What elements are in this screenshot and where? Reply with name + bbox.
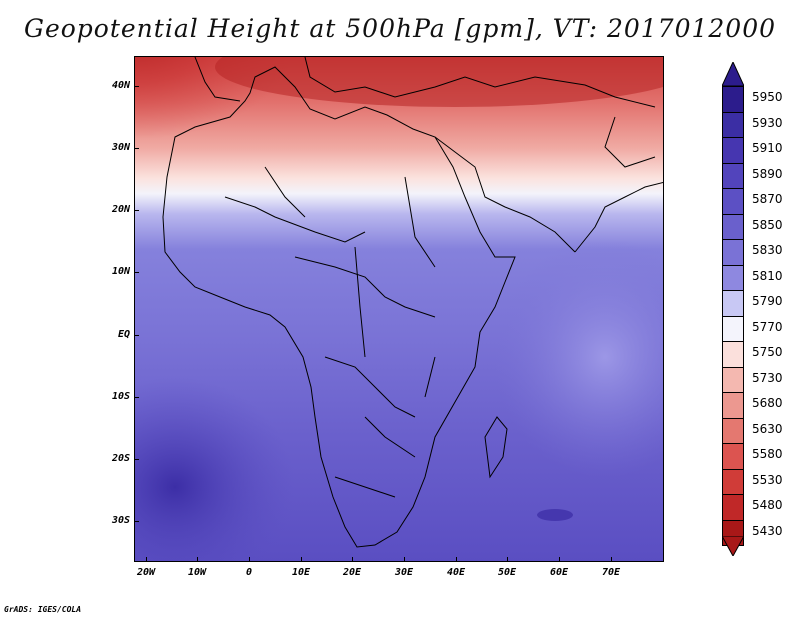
lon-tick <box>352 557 353 562</box>
colorbar-label: 5730 <box>752 370 783 385</box>
colorbar-top-arrow <box>722 62 744 86</box>
colorbar-label: 5790 <box>752 294 783 308</box>
lon-label-40e: 40E <box>446 567 466 578</box>
colorbar-swatch <box>722 341 744 368</box>
colorbar-swatch <box>722 315 744 342</box>
colorbar-label: 5750 <box>752 345 783 359</box>
lon-label-30e: 30E <box>394 567 414 578</box>
colorbar-swatch <box>722 366 744 393</box>
colorbar-label: 5910 <box>752 141 783 155</box>
lat-label-40n: 40N <box>111 80 130 91</box>
colorbar-swatch <box>722 213 744 240</box>
colorbar-label: 5430 <box>752 523 783 538</box>
lon-label-50e: 50E <box>497 567 517 578</box>
lon-tick <box>559 557 560 562</box>
colorbar-label: 5930 <box>752 115 783 130</box>
lat-tick <box>134 148 139 149</box>
colorbar-label: 5770 <box>752 319 783 334</box>
lat-label-eq: EQ <box>117 329 130 340</box>
lon-label-20e: 20E <box>342 567 362 578</box>
colorbar-label: 5630 <box>752 421 783 436</box>
colorbar-swatch <box>722 162 744 189</box>
lat-tick <box>134 210 139 211</box>
lon-label-60e: 60E <box>549 567 569 578</box>
map-field <box>135 57 663 561</box>
colorbar-label: 5850 <box>752 217 783 232</box>
colorbar-swatch <box>722 290 744 317</box>
lat-tick <box>134 397 139 398</box>
lat-tick <box>134 86 139 87</box>
lat-tick <box>134 272 139 273</box>
map-panel <box>134 56 664 562</box>
colorbar-swatch <box>722 443 744 470</box>
colorbar-swatch <box>722 111 744 138</box>
lon-tick <box>456 557 457 562</box>
colorbar-label: 5810 <box>752 268 783 283</box>
colorbar-label: 5480 <box>752 498 783 512</box>
lon-tick <box>197 557 198 562</box>
map-title: Geopotential Height at 500hPa [gpm], VT:… <box>23 14 777 43</box>
colorbar-swatch <box>722 417 744 444</box>
lon-label-10e: 10E <box>291 567 311 578</box>
colorbar-label: 5580 <box>752 447 783 461</box>
lat-tick <box>134 521 139 522</box>
colorbar-swatch <box>722 468 744 495</box>
lat-label-10s: 10S <box>111 391 130 402</box>
lat-label-10n: 10N <box>111 266 130 277</box>
lon-tick <box>611 557 612 562</box>
colorbar-swatch <box>722 86 744 113</box>
colorbar-swatch <box>722 188 744 215</box>
colorbar-label: 5530 <box>752 472 783 487</box>
lat-label-30n: 30N <box>111 142 130 153</box>
credit-text: GrADS: IGES/COLA <box>4 605 82 614</box>
colorbar-swatch <box>722 239 744 266</box>
colorbar-swatch <box>722 137 744 164</box>
colorbar-label: 5890 <box>752 166 783 181</box>
lon-label-20w: 20W <box>136 567 156 578</box>
colorbar-label: 5680 <box>752 396 783 410</box>
lat-label-20n: 20N <box>111 204 130 215</box>
colorbar-label: 5870 <box>752 192 783 206</box>
lon-tick <box>507 557 508 562</box>
lon-label-10w: 10W <box>187 567 207 578</box>
lat-label-30s: 30S <box>111 515 130 526</box>
lon-tick <box>146 557 147 562</box>
lon-tick <box>404 557 405 562</box>
colorbar-swatch <box>722 392 744 419</box>
lon-tick <box>249 557 250 562</box>
lat-label-20s: 20S <box>111 453 130 464</box>
lon-label-0: 0 <box>245 567 253 578</box>
colorbar-label: 5950 <box>752 90 783 104</box>
colorbar-bottom-arrow <box>722 536 744 556</box>
lat-tick <box>134 335 139 336</box>
colorbar-swatch <box>722 264 744 291</box>
lon-label-70e: 70E <box>601 567 621 578</box>
colorbar-label: 5830 <box>752 243 783 257</box>
colorbar-swatch <box>722 494 744 521</box>
lon-tick <box>301 557 302 562</box>
lat-tick <box>134 459 139 460</box>
